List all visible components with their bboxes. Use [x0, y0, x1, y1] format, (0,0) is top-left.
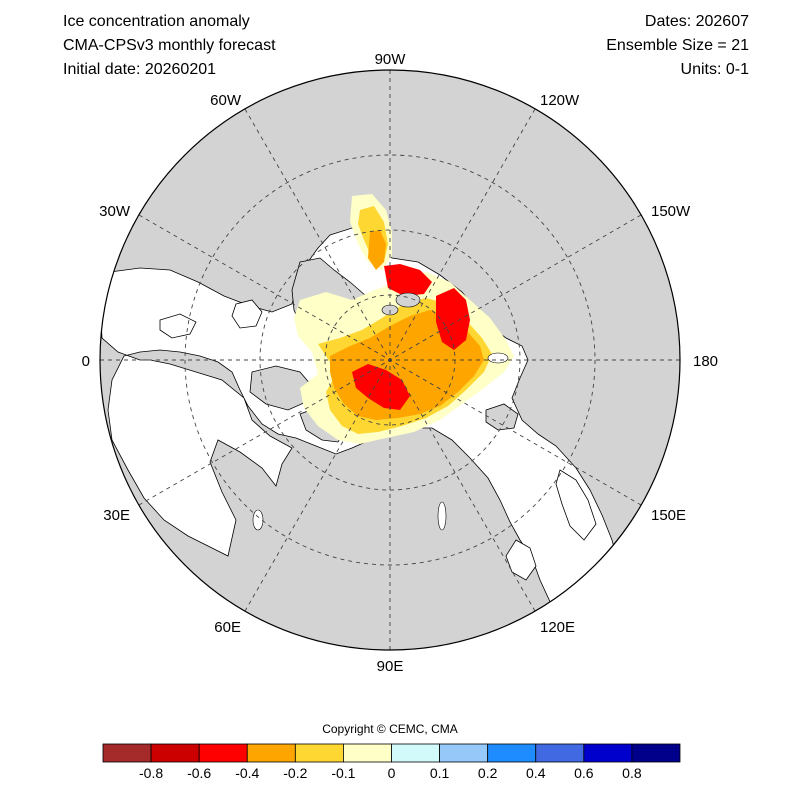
lon-label-150e: 150E — [651, 507, 686, 524]
colorbar-box — [150, 743, 200, 763]
land-iceland — [159, 313, 197, 339]
colorbar-label: 0.2 — [478, 765, 498, 781]
colorbar-box — [631, 743, 681, 763]
colorbar-label: 0.4 — [526, 765, 546, 781]
colorbar-label: 0.1 — [430, 765, 450, 781]
colorbar-box — [198, 743, 248, 763]
land-kamchatka-water — [555, 469, 597, 541]
colorbar-box — [487, 743, 537, 763]
colorbar-label: -0.6 — [187, 765, 211, 781]
lon-label-30e: 30E — [103, 507, 130, 524]
ensemble-size: Ensemble Size = 21 — [606, 37, 749, 54]
graticule — [100, 70, 680, 650]
units-label: Units: 0-1 — [680, 61, 749, 78]
colorbar-label: 0.6 — [574, 765, 594, 781]
land-hudson-bay-water — [231, 299, 263, 329]
island-sakhalin — [437, 501, 447, 531]
colorbar-box — [294, 743, 344, 763]
colorbar-box — [343, 743, 392, 763]
forecast-dates: Dates: 202607 — [644, 13, 749, 30]
colorbar-label: -0.4 — [235, 765, 259, 781]
lon-label-120w: 120W — [540, 92, 580, 109]
colorbar-box — [391, 743, 440, 763]
lon-label-90e: 90E — [377, 658, 404, 675]
lon-label-30w: 30W — [99, 203, 131, 220]
copyright-notice: Copyright © CEMC, CMA — [322, 722, 458, 736]
island-banks — [395, 292, 421, 308]
model-name: CMA-CPSv3 monthly forecast — [63, 37, 276, 54]
colorbar-box — [535, 743, 585, 763]
lon-label-0: 0 — [82, 353, 90, 370]
lon-label-150w: 150W — [651, 203, 691, 220]
colorbar-box — [246, 743, 296, 763]
colorbar-label: 0 — [388, 765, 396, 781]
lon-label-60w: 60W — [210, 92, 242, 109]
lake-baikal — [252, 509, 264, 531]
map-title: Ice concentration anomaly — [63, 13, 250, 30]
anomaly-band-minus-0-6-laptev — [352, 364, 410, 410]
colorbar-label: 0.8 — [622, 765, 642, 781]
colorbar-box — [583, 743, 633, 763]
island-wrangel — [487, 352, 509, 364]
colorbar-label: -0.2 — [283, 765, 307, 781]
lon-label-60e: 60E — [214, 619, 241, 636]
anomaly-band-minus-0-6-archipelago — [384, 264, 432, 296]
header-left: Ice concentration anomaly CMA-CPSv3 mont… — [63, 10, 276, 82]
colorbar-box — [439, 743, 489, 763]
lon-label-90w: 90W — [375, 51, 407, 68]
lon-label-120e: 120E — [540, 619, 575, 636]
anomaly-band-minus-0-4-strait — [368, 230, 386, 270]
anomaly-band-minus-0-6-beaufort — [436, 288, 470, 350]
colorbar-boxes — [102, 743, 681, 763]
polar-map: 90W 120W 150W 180 150E 120E 90E 60E 30E … — [82, 51, 718, 675]
initial-date: Initial date: 20260201 — [63, 61, 217, 78]
colorbar-labels: -0.8 -0.6 -0.4 -0.2 -0.1 0 0.1 0.2 0.4 0.6 0.8 — [139, 765, 642, 781]
lon-label-180: 180 — [693, 353, 718, 370]
colorbar-label: -0.1 — [331, 765, 355, 781]
header-right: Dates: 202607 Ensemble Size = 21 Units: … — [606, 10, 749, 82]
colorbar-label: -0.8 — [139, 765, 163, 781]
map-border — [99, 69, 681, 651]
colorbar-box — [102, 743, 152, 763]
land-okhotsk-water — [505, 539, 537, 581]
